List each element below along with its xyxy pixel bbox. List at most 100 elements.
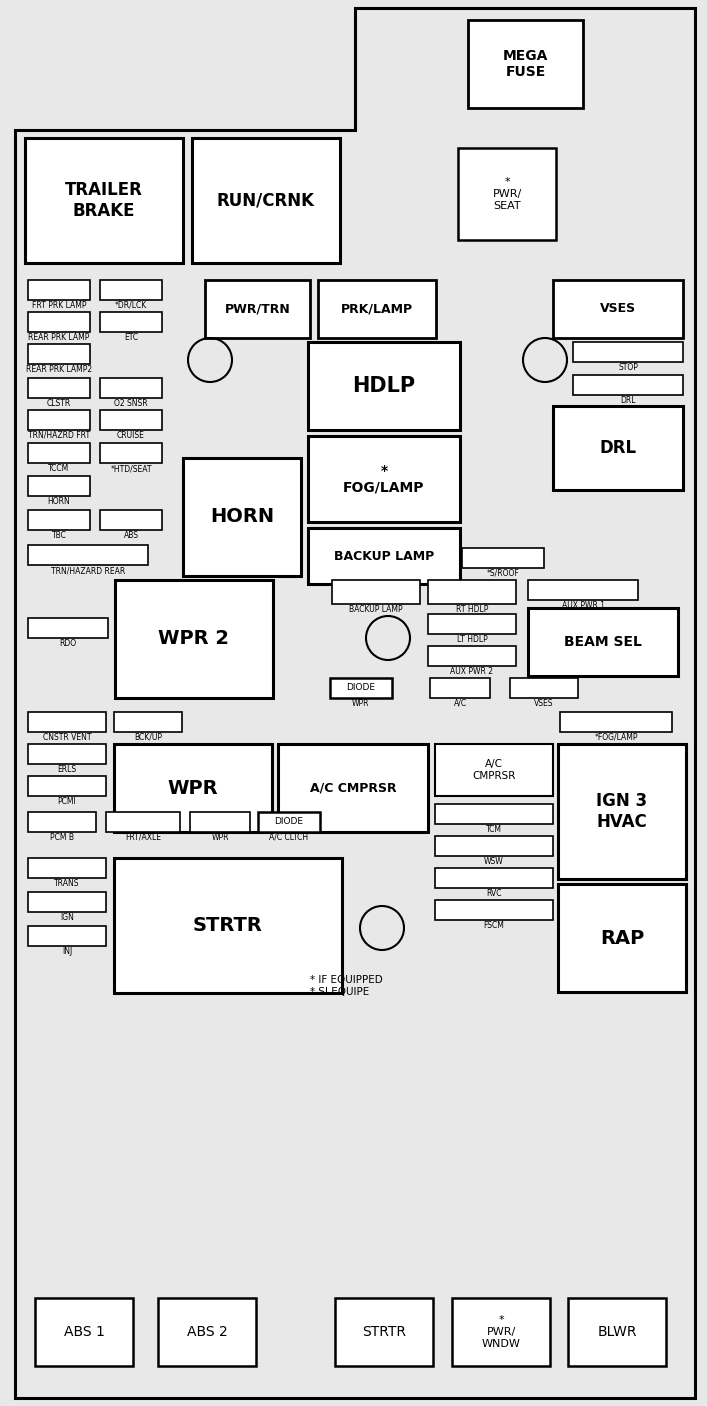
Text: WPR: WPR	[168, 779, 218, 797]
Text: LT HDLP: LT HDLP	[457, 636, 487, 644]
Bar	[28, 744, 106, 763]
Bar	[258, 813, 320, 832]
Bar	[114, 744, 272, 832]
Text: PCM B: PCM B	[50, 832, 74, 842]
Text: BACKUP LAMP: BACKUP LAMP	[349, 605, 403, 614]
Bar	[335, 1298, 433, 1367]
Text: WSW: WSW	[484, 858, 504, 866]
Text: REAR PRK LAMP: REAR PRK LAMP	[28, 333, 90, 342]
Bar	[458, 148, 556, 240]
Text: RAP: RAP	[600, 928, 644, 948]
Bar	[28, 711, 106, 733]
Text: A/C CLTCH: A/C CLTCH	[269, 832, 308, 842]
Text: STOP: STOP	[618, 363, 638, 373]
Bar	[558, 884, 686, 993]
Bar	[28, 510, 90, 530]
Bar	[332, 581, 420, 605]
Text: *DR/LCK: *DR/LCK	[115, 301, 147, 309]
Text: TRANS: TRANS	[54, 879, 80, 889]
Bar	[278, 744, 428, 832]
Bar	[452, 1298, 550, 1367]
Bar	[468, 20, 583, 108]
Text: * IF EQUIPPED
* SI EQUIPE: * IF EQUIPPED * SI EQUIPE	[310, 974, 382, 997]
Bar	[28, 858, 106, 877]
Bar	[428, 581, 516, 605]
Text: TRN/HAZARD REAR: TRN/HAZARD REAR	[51, 567, 125, 575]
Bar	[28, 776, 106, 796]
Text: WPR: WPR	[211, 832, 229, 842]
Bar	[183, 458, 301, 576]
Text: BEAM SEL: BEAM SEL	[564, 636, 642, 650]
Bar	[28, 378, 90, 398]
Bar	[28, 477, 90, 496]
Bar	[100, 443, 162, 463]
Bar	[528, 581, 638, 600]
Text: ABS: ABS	[124, 531, 139, 540]
Text: PRK/LAMP: PRK/LAMP	[341, 302, 413, 315]
Bar	[573, 342, 683, 361]
Bar	[100, 510, 162, 530]
Text: HDLP: HDLP	[352, 375, 416, 396]
Text: ABS 1: ABS 1	[64, 1324, 105, 1339]
Text: REAR PRK LAMP2: REAR PRK LAMP2	[26, 366, 92, 374]
Text: WPR: WPR	[352, 699, 370, 709]
Bar	[100, 312, 162, 332]
Text: INJ: INJ	[62, 948, 72, 956]
Text: STRTR: STRTR	[362, 1324, 406, 1339]
Bar	[205, 280, 310, 337]
Text: BLWR: BLWR	[597, 1324, 637, 1339]
Bar	[28, 546, 148, 565]
Bar	[435, 837, 553, 856]
Text: FRT PRK LAMP: FRT PRK LAMP	[32, 301, 86, 309]
Text: IGN 3
HVAC: IGN 3 HVAC	[597, 792, 648, 831]
Bar	[430, 678, 490, 697]
Text: STRTR: STRTR	[193, 915, 263, 935]
Bar	[560, 711, 672, 733]
Bar	[510, 678, 578, 697]
Text: A/C
CMPRSR: A/C CMPRSR	[472, 759, 515, 780]
Text: *FOG/LAMP: *FOG/LAMP	[595, 733, 638, 742]
Text: TCM: TCM	[486, 825, 502, 834]
Bar	[428, 645, 516, 666]
Bar	[28, 619, 108, 638]
Text: O2 SNSR: O2 SNSR	[115, 399, 148, 408]
Bar	[558, 744, 686, 879]
Bar	[568, 1298, 666, 1367]
Text: CNSTR VENT: CNSTR VENT	[42, 733, 91, 742]
Text: ABS 2: ABS 2	[187, 1324, 228, 1339]
Text: AUX PWR 1: AUX PWR 1	[561, 600, 604, 610]
Bar	[528, 607, 678, 676]
Bar	[462, 548, 544, 568]
Text: TBC: TBC	[52, 531, 66, 540]
Text: ERLS: ERLS	[57, 765, 76, 773]
Text: IGN: IGN	[60, 912, 74, 922]
Bar	[106, 813, 180, 832]
Bar	[28, 443, 90, 463]
Text: WPR 2: WPR 2	[158, 630, 230, 648]
Bar	[435, 804, 553, 824]
Bar	[435, 744, 553, 796]
Bar	[308, 436, 460, 522]
Bar	[25, 138, 183, 263]
Bar	[553, 280, 683, 337]
Text: RT HDLP: RT HDLP	[456, 605, 489, 614]
Text: *
PWR/
WNDW: * PWR/ WNDW	[481, 1316, 520, 1348]
Bar	[28, 891, 106, 912]
Text: *
PWR/
SEAT: * PWR/ SEAT	[492, 177, 522, 211]
Text: ETC: ETC	[124, 333, 138, 342]
Bar	[28, 411, 90, 430]
Bar	[114, 858, 342, 993]
Text: MEGA
FUSE: MEGA FUSE	[503, 49, 548, 79]
Text: DIODE: DIODE	[274, 817, 303, 827]
Bar	[28, 344, 90, 364]
Bar	[308, 529, 460, 583]
Text: HORN: HORN	[47, 496, 71, 506]
Bar	[35, 1298, 133, 1367]
Text: TCCM: TCCM	[48, 464, 69, 472]
Bar	[190, 813, 250, 832]
Bar	[553, 406, 683, 491]
Bar	[330, 678, 392, 697]
Bar	[28, 813, 96, 832]
Bar	[428, 614, 516, 634]
Text: RUN/CRNK: RUN/CRNK	[217, 191, 315, 209]
